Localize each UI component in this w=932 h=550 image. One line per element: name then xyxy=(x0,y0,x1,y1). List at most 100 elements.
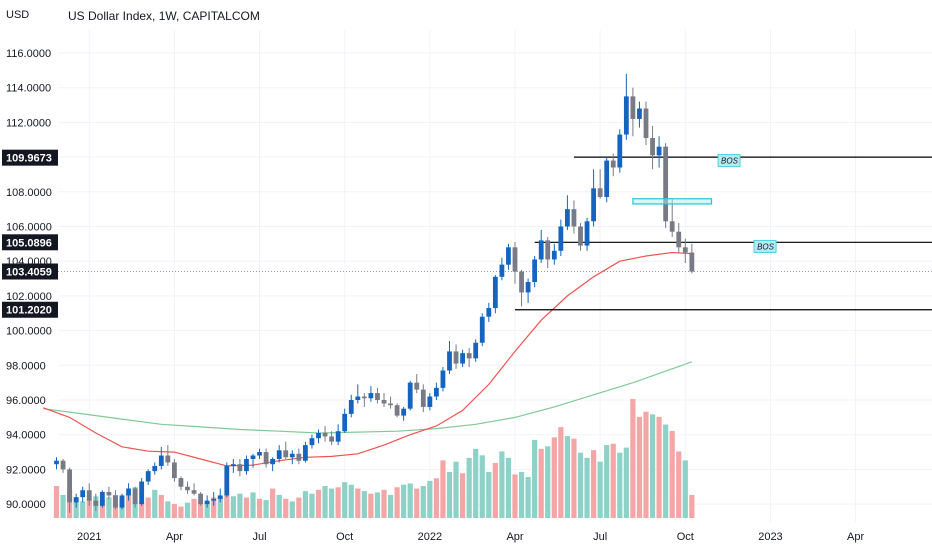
volume-bar xyxy=(322,486,328,518)
volume-bars xyxy=(53,398,695,518)
volume-bar xyxy=(276,494,282,518)
x-tick-label: Apr xyxy=(166,531,183,543)
x-tick-label: 2021 xyxy=(77,531,101,543)
candle-body xyxy=(152,465,158,472)
candle-body xyxy=(499,264,505,277)
candle-body xyxy=(427,396,433,407)
candle-body xyxy=(578,226,583,246)
x-tick-label: Oct xyxy=(677,531,694,543)
candle-body xyxy=(198,493,203,505)
volume-bar xyxy=(302,491,308,518)
volume-bar xyxy=(610,443,616,518)
candle-body xyxy=(86,490,92,501)
candle-body xyxy=(506,247,511,265)
candle-body xyxy=(453,351,459,364)
candle-body xyxy=(244,458,249,472)
candle-body xyxy=(185,486,190,491)
volume-bar xyxy=(211,497,217,518)
candle-body xyxy=(230,464,236,466)
volume-bar xyxy=(335,487,341,518)
candle-body xyxy=(257,452,262,456)
candle-body xyxy=(93,500,99,506)
volume-bar xyxy=(348,484,354,518)
candle-body xyxy=(139,481,145,505)
y-tick-label: 96.0000 xyxy=(6,395,46,407)
candle-body xyxy=(479,316,485,343)
price-label: 105.0896 xyxy=(6,237,52,249)
candle-body xyxy=(650,138,655,156)
volume-bar xyxy=(453,461,459,518)
candle-body xyxy=(172,462,177,479)
candlesticks xyxy=(54,73,695,513)
y-tick-label: 98.0000 xyxy=(6,360,46,372)
candle-body xyxy=(447,351,452,371)
volume-bar xyxy=(597,461,603,518)
candle-body xyxy=(73,497,79,503)
volume-bar xyxy=(518,471,525,518)
volume-bar xyxy=(630,398,636,518)
candle-body xyxy=(316,432,321,439)
volume-bar xyxy=(342,482,348,518)
candle-body xyxy=(466,353,472,359)
moving-averages xyxy=(43,251,693,467)
candle-body xyxy=(617,134,623,168)
volume-bar xyxy=(401,484,407,518)
volume-bar xyxy=(374,492,381,518)
y-tick-label: 94.0000 xyxy=(6,430,46,442)
candle-body xyxy=(283,450,289,458)
volume-bar xyxy=(564,436,570,518)
candle-body xyxy=(224,465,230,496)
candle-body xyxy=(158,455,164,466)
price-label-box xyxy=(2,234,58,251)
candle-body xyxy=(126,488,131,496)
volume-bar xyxy=(433,478,439,518)
volume-bar xyxy=(315,489,322,518)
ma-slow-line xyxy=(43,361,693,434)
candle-body xyxy=(99,491,105,506)
x-tick-label: Apr xyxy=(847,531,864,543)
volume-bar xyxy=(243,497,250,518)
volume-bar xyxy=(309,493,315,518)
candle-body xyxy=(355,396,361,400)
candle-body xyxy=(329,436,334,442)
volume-bar xyxy=(152,489,158,518)
volume-bar xyxy=(296,497,302,518)
candle-body xyxy=(414,382,420,390)
candle-body xyxy=(335,431,341,442)
time-axis[interactable]: 2021 Apr Jul Oct 2022 Apr Jul Oct 2023 Apr xyxy=(77,531,864,543)
volume-bar xyxy=(145,497,151,518)
volume-bar xyxy=(551,437,557,518)
candle-body xyxy=(571,209,577,227)
volume-bar xyxy=(230,496,236,518)
volume-bar xyxy=(446,471,453,518)
candle-body xyxy=(67,469,72,503)
volume-bar xyxy=(571,438,577,518)
candle-body xyxy=(663,146,669,222)
grid xyxy=(58,30,932,522)
volume-bar xyxy=(237,493,243,518)
volume-bar xyxy=(139,501,145,518)
x-tick-label: Oct xyxy=(336,531,353,543)
bos-label: BOS xyxy=(721,157,739,166)
price-label-box xyxy=(2,263,58,280)
candle-body xyxy=(630,96,636,119)
candle-body xyxy=(211,498,217,501)
y-tick-label: 108.0000 xyxy=(6,187,52,199)
candle-body xyxy=(525,282,531,293)
volume-bar xyxy=(407,483,413,518)
candle-body xyxy=(361,396,367,399)
candle-body xyxy=(178,478,184,487)
candle-body xyxy=(342,413,348,432)
candle-body xyxy=(512,247,518,272)
price-axis[interactable]: 90.0000 92.0000 94.0000 96.0000 98.0000 100.0… xyxy=(2,48,58,511)
price-label: 103.4059 xyxy=(6,267,52,279)
bos-label: BOS xyxy=(757,242,775,251)
candle-body xyxy=(296,453,302,461)
volume-bar xyxy=(125,493,132,518)
volume-bar xyxy=(171,503,177,518)
candle-body xyxy=(591,188,596,222)
candle-body xyxy=(676,231,682,248)
price-label-box xyxy=(2,149,58,166)
